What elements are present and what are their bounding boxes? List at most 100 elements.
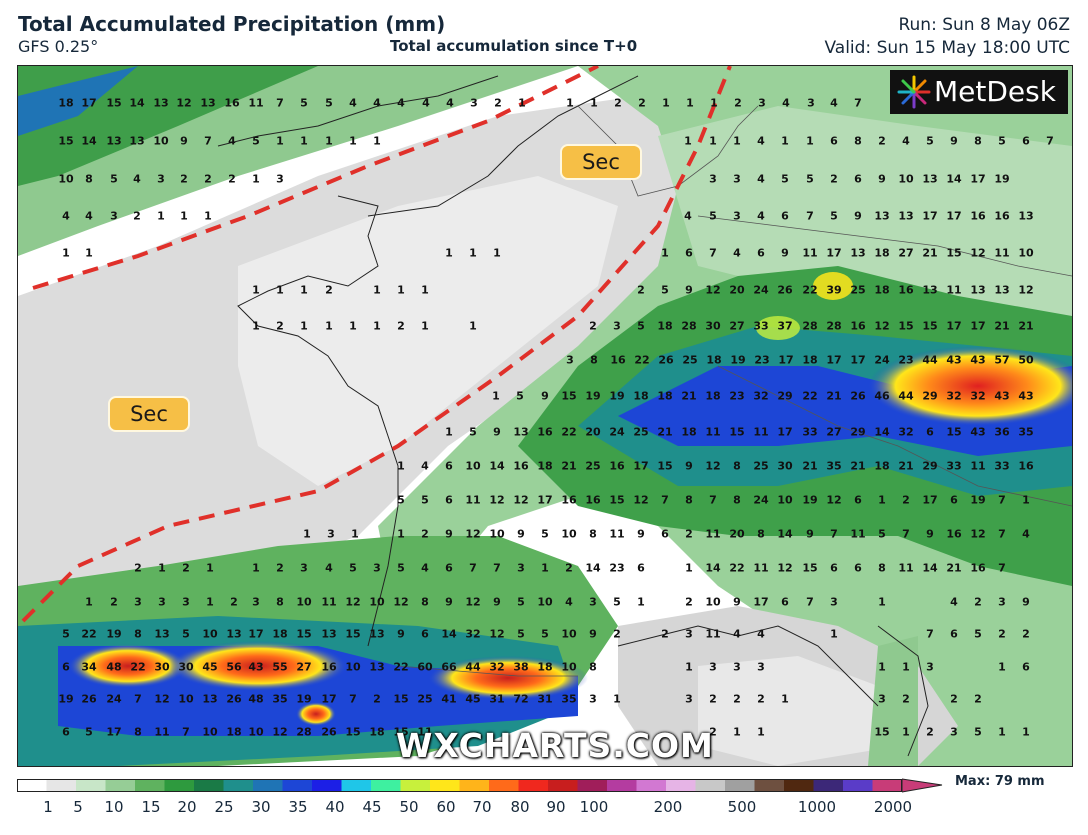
precip-value: 12: [489, 493, 505, 507]
precip-value: 12: [705, 283, 721, 297]
colorbar-tick-label: 50: [399, 798, 419, 816]
precip-value: 17: [850, 353, 866, 367]
precipitation-map[interactable]: 18 17 15 14 13 12 13 16 11 7 5 5 4 4 4 4 4 3 2 1 1 1 2 2 1 1 1 2 3 4 3…: [17, 65, 1073, 767]
precip-value: 15: [874, 725, 890, 739]
precip-value: 3: [517, 561, 525, 575]
precip-value: 7: [276, 96, 284, 110]
precip-value: 13: [513, 425, 529, 439]
precip-value: 20: [729, 283, 745, 297]
precip-value: 17: [753, 595, 769, 609]
precip-value: 1: [902, 660, 910, 674]
precip-value: 41: [441, 692, 457, 706]
precip-value: 46: [874, 389, 890, 403]
precip-value: 21: [994, 319, 1010, 333]
precip-value: 1: [661, 246, 669, 260]
precip-value: 7: [349, 692, 357, 706]
precip-value: 4: [757, 627, 765, 641]
precip-value: 26: [777, 283, 793, 297]
precip-value: 43: [248, 660, 264, 674]
precip-value: 2: [230, 595, 238, 609]
precip-value: 12: [176, 96, 192, 110]
precip-value: 1: [397, 527, 405, 541]
colorbar-tick-label: 20: [177, 798, 197, 816]
precip-value: 2: [494, 96, 502, 110]
precip-value: 13: [922, 283, 938, 297]
precip-value: 16: [994, 209, 1010, 223]
precip-value: 8: [589, 527, 597, 541]
precip-value: 21: [1018, 319, 1034, 333]
precip-value: 11: [705, 627, 721, 641]
map-background: [18, 66, 1072, 766]
precip-value: 48: [248, 692, 264, 706]
colorbar-segment: [459, 779, 490, 792]
colorbar-tick-label: 40: [325, 798, 345, 816]
precip-value: 22: [634, 353, 650, 367]
precip-value: 1: [492, 389, 500, 403]
precip-value: 3: [733, 660, 741, 674]
precip-value: 2: [613, 627, 621, 641]
precip-value: 2: [974, 692, 982, 706]
precip-value: 5: [613, 595, 621, 609]
precip-value: 2: [276, 319, 284, 333]
precip-value: 22: [81, 627, 97, 641]
precip-value: 1: [685, 660, 693, 674]
precip-value: 25: [633, 425, 649, 439]
precip-value: 10: [561, 660, 577, 674]
colorbar-tick-label: 25: [214, 798, 234, 816]
precip-value: 14: [441, 627, 457, 641]
precip-value: 43: [994, 389, 1010, 403]
precip-value: 5: [661, 283, 669, 297]
precip-value: 2: [734, 96, 742, 110]
precip-value: 10: [345, 660, 361, 674]
precip-value: 11: [417, 725, 433, 739]
precip-value: 15: [393, 725, 409, 739]
precip-value: 4: [757, 209, 765, 223]
precip-value: 5: [517, 627, 525, 641]
precip-value: 12: [272, 725, 288, 739]
precip-value: 17: [106, 725, 122, 739]
precip-value: 1: [206, 561, 214, 575]
colorbar-tick-label: 70: [472, 798, 492, 816]
precip-value: 9: [1022, 595, 1030, 609]
precip-value: 35: [826, 459, 842, 473]
colorbar-segment: [784, 779, 815, 792]
precip-value: 43: [1018, 389, 1034, 403]
run-time: Run: Sun 8 May 06Z: [898, 15, 1070, 35]
precip-value: 17: [321, 692, 337, 706]
precip-value: 3: [733, 172, 741, 186]
precip-value: 38: [513, 660, 529, 674]
precip-value: 6: [854, 172, 862, 186]
precip-value: 18: [226, 725, 242, 739]
precip-value: 5: [541, 527, 549, 541]
precip-value: 9: [180, 134, 188, 148]
precip-value: 1: [373, 283, 381, 297]
precip-value: 6: [445, 561, 453, 575]
precip-value: 2: [661, 627, 669, 641]
precip-value: 4: [1022, 527, 1030, 541]
precip-value: 8: [85, 172, 93, 186]
precip-value: 4: [349, 96, 357, 110]
precip-value: 32: [946, 389, 962, 403]
precip-value: 2: [685, 527, 693, 541]
precip-value: 15: [922, 319, 938, 333]
precip-value: 29: [922, 459, 938, 473]
precip-value: 1: [469, 319, 477, 333]
precip-value: 4: [397, 96, 405, 110]
precip-value: 12: [489, 627, 505, 641]
precip-value: 1: [445, 425, 453, 439]
precip-value: 10: [561, 627, 577, 641]
precip-value: 12: [970, 527, 986, 541]
precip-value: 5: [300, 96, 308, 110]
precip-value: 24: [106, 692, 122, 706]
precip-value: 1: [878, 660, 886, 674]
colorbar-max-label: Max: 79 mm: [955, 774, 1045, 789]
precip-value: 18: [537, 660, 553, 674]
precip-value: 43: [970, 353, 986, 367]
precip-value: 10: [296, 595, 312, 609]
precip-value: 25: [585, 459, 601, 473]
precip-value: 11: [321, 595, 337, 609]
precip-value: 1: [733, 134, 741, 148]
precip-value: 3: [566, 353, 574, 367]
precip-value: 29: [922, 389, 938, 403]
precip-value: 1: [204, 209, 212, 223]
